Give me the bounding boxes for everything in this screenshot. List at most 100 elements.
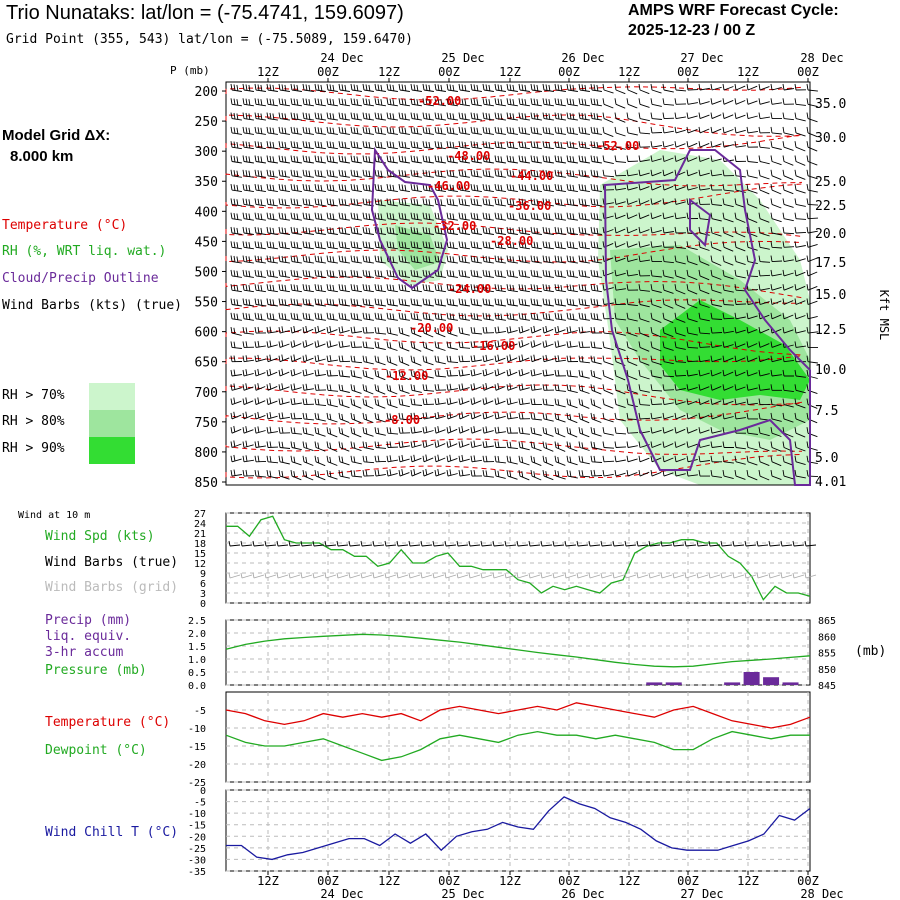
wind-barb [446, 241, 458, 250]
y-tick-label: 9 [200, 569, 206, 580]
wind-barb [458, 98, 470, 107]
wind-barb [230, 184, 242, 193]
wind-barb [398, 141, 410, 150]
wind-barb-grid [732, 572, 745, 579]
wind-barb [746, 441, 758, 451]
wind-barb [302, 340, 314, 348]
wind-barb [554, 284, 566, 293]
wind-barb [530, 98, 542, 107]
wind-barb [230, 469, 242, 477]
wind-barb [290, 98, 302, 107]
wind-barb [806, 269, 818, 277]
wind-barb [362, 155, 374, 164]
wind-barb [734, 369, 746, 377]
legend-wind-speed: Wind Spd (kts) [45, 529, 155, 544]
wind-barb [662, 126, 674, 134]
wind-barb [578, 141, 590, 150]
wind-barb [398, 384, 410, 394]
wind-barb [374, 312, 386, 321]
wind-barb [650, 341, 662, 352]
wind-barb [362, 269, 374, 278]
wind-barb [338, 241, 350, 250]
wind-barb [782, 126, 794, 136]
wind-barb [638, 241, 650, 248]
wind-barb [650, 412, 662, 420]
wind-barb [482, 312, 494, 321]
wind-barb [278, 269, 290, 278]
temperature-contour-5 [225, 222, 803, 237]
wind-barb [410, 312, 422, 321]
cloud-outline-2 [603, 149, 811, 486]
wind-barb [518, 441, 530, 451]
wind-barb [278, 412, 290, 420]
wind-barb [410, 83, 422, 92]
wind-barb [746, 98, 758, 105]
wind-barb [758, 226, 770, 237]
wind-barb-true [228, 540, 241, 547]
wind-barb [278, 441, 291, 449]
wind-barb [374, 212, 386, 221]
bottom-date-label: 28 Dec [800, 887, 843, 900]
legend-rh80-swatch [89, 410, 135, 437]
wind-barb [602, 112, 614, 123]
wind-barb [662, 455, 674, 463]
wind-barb [686, 269, 698, 281]
wind-barb [614, 427, 627, 435]
wind-barb [614, 198, 626, 205]
wind-barb [710, 83, 722, 91]
wind-barb [290, 141, 302, 150]
wind-barb [530, 169, 542, 178]
wind-barb-true [372, 540, 385, 547]
wind-barb [566, 455, 578, 466]
wind-barb [578, 98, 590, 107]
wind-barb [326, 112, 338, 121]
wind-barb [758, 341, 770, 348]
wind-barb-grid [408, 572, 421, 579]
wind-barb [554, 98, 566, 107]
wind-barb [230, 126, 242, 135]
wind-barb [266, 441, 279, 448]
wind-barb [434, 141, 446, 150]
wind-barb [686, 298, 698, 309]
wind-barb [686, 384, 698, 391]
wind-barb [650, 212, 662, 220]
kft-tick-label: 25.0 [815, 175, 846, 190]
wind-barb [470, 298, 482, 307]
wind-barb [374, 341, 386, 351]
wind-barb-grid [480, 572, 493, 579]
wind-barb [806, 184, 818, 193]
wind-barb [626, 169, 638, 177]
wind-barb [542, 369, 554, 377]
wind-barb [758, 241, 770, 250]
wind-barb [638, 369, 650, 380]
legend-wind-barbs-grid: Wind Barbs (grid) [45, 580, 179, 595]
wind-barb [278, 427, 291, 434]
wind-barb [614, 298, 627, 305]
wind-barb [782, 398, 794, 408]
wind-barb [326, 255, 338, 264]
wind-barb-true [324, 540, 337, 547]
wind-barb [494, 312, 506, 321]
wind-barb [470, 241, 482, 250]
wind-barb [314, 412, 326, 422]
wind-barb [362, 441, 374, 451]
wind-barb [746, 384, 758, 391]
wind-barb [230, 440, 242, 448]
wind-barb [506, 226, 518, 235]
wind-barb [398, 112, 410, 121]
legend-pressure: Pressure (mb) [45, 663, 147, 678]
wind-barb [566, 184, 578, 193]
wind-barb [470, 155, 482, 164]
wind-barb [350, 198, 362, 207]
wind-barb [386, 155, 398, 164]
wind-barb [554, 212, 566, 221]
wind-barb [518, 184, 530, 193]
wind-barb-true [408, 540, 421, 547]
wind-barb [770, 255, 783, 263]
wind-barb [698, 470, 710, 477]
pressure-tick-label: 850 [195, 476, 218, 491]
wind-barb [302, 198, 314, 207]
panel-frame-wind [225, 512, 811, 604]
wind-barb [626, 369, 638, 381]
wind-barb [578, 312, 590, 321]
